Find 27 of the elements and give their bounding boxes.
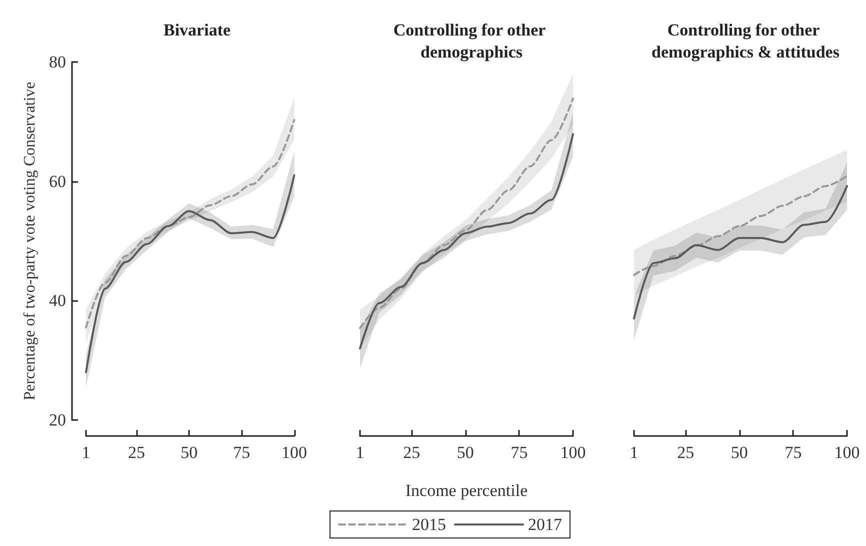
- x-tick-label: 75: [784, 443, 802, 462]
- y-tick-label: 20: [49, 410, 66, 430]
- y-tick-label: 40: [49, 291, 66, 310]
- x-tick-label: 1: [630, 443, 638, 462]
- legend-label: 2017: [528, 515, 562, 534]
- y-tick-label: 60: [49, 172, 66, 191]
- chart-title: Controlling for other demographics: [393, 20, 550, 62]
- x-axis-title: Income percentile: [405, 481, 528, 500]
- x-tick-label: 100: [834, 443, 860, 462]
- x-tick-label: 1: [82, 443, 90, 462]
- line-series: [85, 174, 296, 374]
- x-tick-label: 100: [560, 443, 586, 462]
- x-tick-label: 50: [456, 443, 474, 462]
- legend-label: 2015: [412, 515, 446, 534]
- x-tick-label: 25: [128, 443, 145, 462]
- x-tick-label: 75: [510, 443, 528, 462]
- x-tick-label: 75: [233, 443, 250, 462]
- x-tick-label: 1: [356, 443, 364, 462]
- chart-title: Controlling for other demographics & attitudes: [652, 20, 840, 62]
- x-tick-label: 25: [403, 443, 420, 462]
- x-tick-label: 50: [730, 443, 748, 462]
- y-tick-label: 80: [49, 52, 66, 72]
- x-tick-label: 25: [677, 443, 694, 462]
- x-tick-label: 100: [282, 443, 307, 462]
- chart-title: Bivariate: [163, 20, 231, 40]
- y-axis-title: Percentage of two-party vote voting Conservative: [22, 82, 38, 400]
- x-tick-label: 50: [180, 443, 198, 462]
